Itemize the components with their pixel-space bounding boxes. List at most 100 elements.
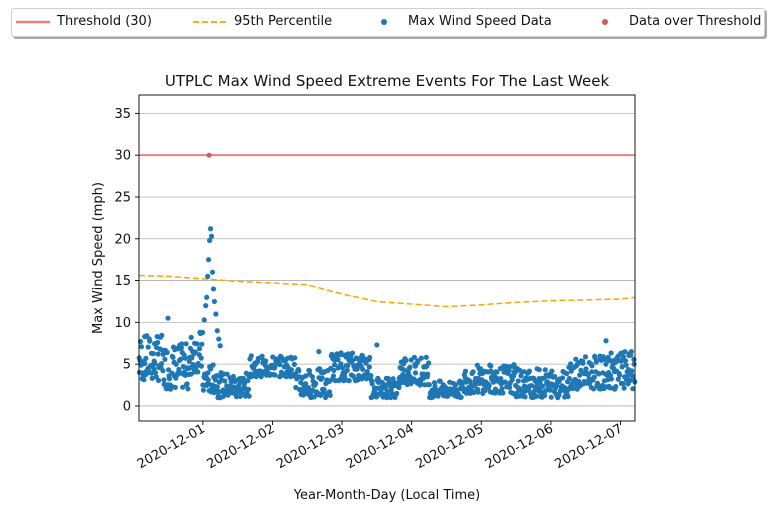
data-point [152, 370, 159, 376]
data-point [200, 387, 206, 393]
data-point [288, 367, 294, 373]
data-point [394, 390, 400, 396]
data-point [166, 367, 172, 373]
data-point [236, 382, 242, 388]
data-point [309, 374, 315, 380]
data-point [338, 361, 344, 367]
data-point [630, 386, 636, 392]
data-point [196, 346, 203, 352]
data-point [542, 392, 548, 399]
data-point [552, 374, 558, 380]
data-point [366, 364, 372, 370]
data-point [603, 361, 609, 367]
data-point [437, 378, 443, 384]
data-point [176, 366, 182, 372]
data-point [534, 393, 540, 399]
data-point [587, 380, 593, 386]
data-point [212, 377, 219, 383]
data-point [192, 349, 198, 355]
data-point [617, 372, 623, 378]
data-point [313, 380, 319, 387]
data-point [205, 273, 211, 279]
data-point [179, 341, 185, 347]
data-point [147, 338, 153, 344]
data-point [164, 349, 170, 355]
data-point [138, 344, 145, 350]
data-point [197, 329, 203, 335]
data-point [620, 354, 627, 360]
data-point [568, 361, 574, 367]
data-point [259, 353, 265, 359]
legend-label-threshold: Threshold (30) [57, 14, 152, 29]
data-point [577, 372, 583, 378]
data-point [166, 376, 173, 382]
data-point [330, 373, 337, 379]
data-point [158, 361, 165, 367]
data-point [623, 362, 629, 368]
data-point [369, 381, 375, 387]
data-point [619, 364, 625, 370]
data-point [549, 368, 555, 374]
data-point [615, 376, 621, 382]
data-point [373, 394, 380, 400]
data-point [368, 373, 374, 379]
data-point [374, 342, 380, 348]
data-point [245, 378, 251, 384]
data-point [185, 386, 191, 392]
data-point [180, 364, 186, 370]
data-point [331, 367, 337, 373]
data-point [565, 393, 571, 400]
over-threshold-marker-swatch [602, 19, 608, 25]
data-point [208, 366, 214, 372]
data-point [529, 383, 535, 389]
y-axis-label: Max Wind Speed (mph) [91, 182, 106, 334]
data-point [603, 338, 609, 344]
data-point [367, 354, 373, 361]
x-tick-label: 2020-12-02 [204, 421, 277, 472]
data-point [340, 365, 346, 371]
data-point [327, 392, 333, 398]
data-point [411, 354, 417, 360]
data-point [613, 384, 619, 390]
data-point [507, 384, 513, 391]
data-point [184, 381, 190, 387]
data-point [201, 317, 207, 323]
data-point [591, 386, 597, 392]
data-point [271, 365, 278, 371]
data-point [354, 366, 360, 372]
data-point [596, 371, 602, 377]
data-point [206, 237, 213, 244]
data-point [522, 394, 528, 400]
data-point [246, 393, 252, 399]
y-tick-label: 30 [114, 149, 131, 164]
data-point [205, 370, 211, 376]
data-point [173, 361, 179, 367]
data-point [238, 390, 244, 396]
data-point [570, 385, 576, 391]
data-point [155, 351, 161, 357]
data-point [628, 349, 635, 355]
data-point [591, 374, 597, 380]
data-point [415, 358, 421, 365]
data-point [540, 383, 546, 389]
data-point [319, 375, 325, 381]
data-point [159, 332, 165, 338]
data-point [296, 368, 302, 374]
data-point [620, 381, 626, 387]
data-point [222, 378, 228, 384]
data-point [292, 355, 298, 361]
data-point [631, 361, 637, 367]
data-point [412, 370, 419, 376]
data-point [142, 360, 148, 367]
data-point [396, 384, 402, 391]
data-point [458, 394, 464, 400]
data-point [423, 354, 429, 360]
data-point [502, 379, 508, 385]
data-point [556, 392, 562, 398]
data-point [183, 341, 189, 347]
data-point [205, 377, 211, 383]
data-point [182, 355, 188, 361]
data-point [506, 368, 512, 374]
data-point [180, 384, 186, 390]
